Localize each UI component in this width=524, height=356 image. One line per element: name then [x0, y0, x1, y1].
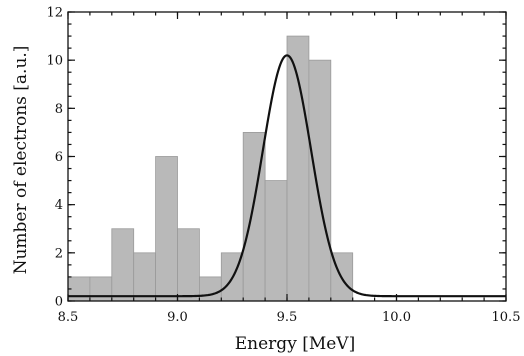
- y-tick-label: 10: [46, 54, 63, 69]
- fit-curve: [68, 54, 506, 298]
- histogram-bar-6: [198, 276, 222, 302]
- x-axis-label: Energy [MeV]: [235, 334, 355, 354]
- histogram-bar-2: [111, 228, 135, 302]
- histogram-bar-5: [177, 228, 200, 302]
- histogram-bar-3: [133, 252, 156, 302]
- histogram-bar-11: [308, 59, 332, 302]
- y-tick-label: 0: [55, 295, 63, 310]
- y-tick-label: 6: [55, 150, 63, 165]
- y-tick-label: 8: [55, 102, 63, 117]
- x-tick-label: 8.5: [58, 310, 79, 325]
- x-tick-label: 9.0: [167, 310, 188, 325]
- x-tick-label: 10.0: [382, 310, 411, 325]
- histogram-bar-9: [264, 180, 288, 302]
- y-tick-labels: 0 2 4 6 8 10 12: [46, 6, 63, 310]
- histogram-bar-1: [89, 276, 113, 302]
- histogram-bars: [67, 35, 354, 302]
- y-tick-label: 4: [55, 198, 63, 213]
- x-tick-label: 9.5: [277, 310, 298, 325]
- axis-ticks: [67, 11, 507, 302]
- y-tick-label: 2: [55, 246, 63, 261]
- y-axis-label: Number of electrons [a.u.]: [11, 46, 31, 275]
- y-tick-label: 12: [46, 6, 63, 21]
- histogram-bar-4: [155, 156, 178, 302]
- x-tick-label: 10.5: [492, 310, 521, 325]
- x-tick-labels: 8.5 9.0 9.5 10.0 10.5: [58, 310, 521, 325]
